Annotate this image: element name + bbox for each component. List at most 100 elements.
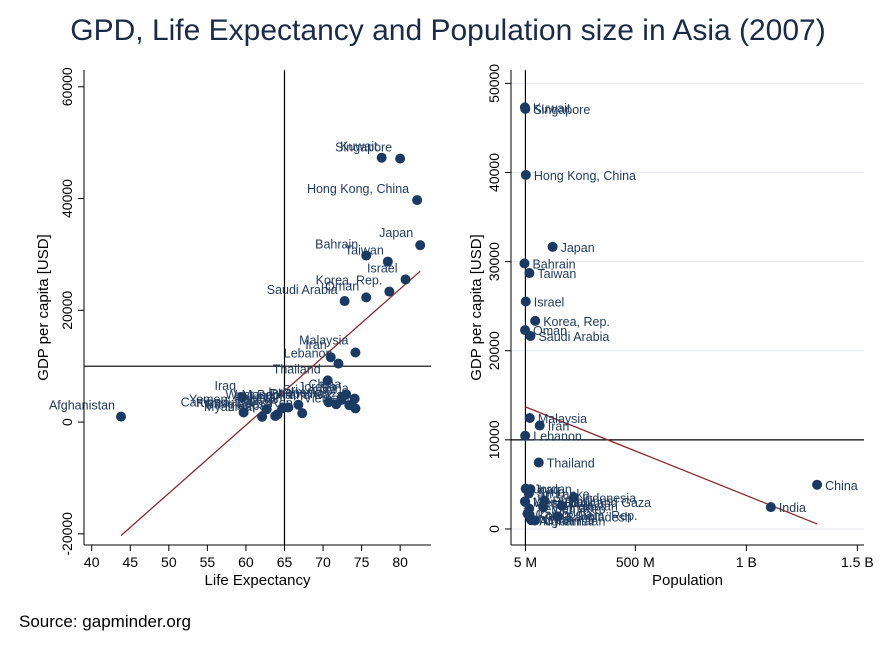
left-data-point	[270, 410, 281, 421]
left-fitted-line	[120, 270, 421, 536]
left-point-label: Iran	[305, 338, 327, 352]
left-point-label: Lebanon	[284, 347, 333, 361]
left-data-point	[116, 411, 127, 422]
left-data-point	[415, 240, 426, 251]
right-point-label: Cambodia	[535, 508, 592, 522]
left-x-tick-label: 55	[200, 554, 216, 570]
right-point-label: Afghanistan	[539, 514, 605, 528]
left-data-point	[339, 296, 350, 307]
left-x-tick-label: 80	[392, 554, 408, 570]
right-data-point	[519, 258, 530, 269]
left-x-tick-label: 50	[161, 554, 177, 570]
left-point-label: Japan	[379, 226, 413, 240]
right-data-point	[523, 488, 534, 499]
right-point-label: Nepal	[539, 513, 572, 527]
right-point-label: Pakistan	[570, 500, 618, 514]
right-data-point	[812, 479, 823, 490]
source-note: Source: gapminder.org	[19, 612, 191, 631]
left-panel-life-expectancy: 40 45 50 55 60 65 70 75 80 -20000 0 20000 40000 60000…	[35, 67, 431, 589]
left-data-point	[344, 400, 355, 411]
left-data-point	[261, 404, 272, 415]
left-point-label: Yemen, Rep.	[189, 392, 261, 406]
left-x-tick-label: 60	[238, 554, 254, 570]
left-point-label: Bangladesh	[206, 397, 272, 411]
right-point-label: Singapore	[533, 103, 590, 117]
left-data-point	[336, 394, 347, 405]
left-y-tick-label: 0	[59, 418, 75, 426]
right-point-label: Myanmar	[543, 515, 595, 529]
right-data-point	[533, 457, 544, 468]
left-point-label: Nepal	[237, 399, 270, 413]
left-y-axis-title: GDP per capita [USD]	[35, 234, 52, 380]
right-point-label: Korea, Rep.	[543, 315, 610, 329]
right-point-label: China	[825, 479, 858, 493]
right-point-label: Oman	[533, 324, 567, 338]
right-data-point	[520, 103, 531, 114]
left-data-point	[412, 195, 423, 206]
left-point-label: Oman	[325, 279, 359, 293]
right-point-label: Philippines	[553, 495, 613, 509]
right-y-axis-title: GDP per capita [USD]	[468, 234, 485, 380]
left-point-label: Taiwan	[345, 244, 384, 258]
right-data-point	[520, 430, 531, 441]
right-point-label: Hong Kong, China	[534, 169, 636, 183]
left-point-label: Thailand	[273, 362, 321, 376]
left-data-point	[376, 152, 387, 163]
left-data-point	[238, 407, 249, 418]
left-data-point	[333, 358, 344, 369]
right-data-point	[524, 412, 535, 423]
left-point-label: Malaysia	[299, 333, 348, 347]
right-x-tick-label: 500 M	[616, 554, 655, 570]
left-y-tick-label: 40000	[59, 179, 75, 218]
left-data-point	[395, 153, 406, 164]
left-point-label: Saudi Arabia	[267, 283, 338, 297]
right-point-label: India	[779, 501, 806, 515]
left-point-label: Indonesia	[268, 385, 322, 399]
right-data-point	[547, 241, 558, 252]
left-point-label: India	[249, 391, 276, 405]
right-point-label: Korea, Dem. Rep.	[537, 509, 637, 523]
right-x-tick-label: 1.5 B	[841, 554, 874, 570]
right-data-point	[552, 511, 563, 522]
left-point-label: Myanmar	[204, 400, 256, 414]
chart-title: GPD, Life Expectancy and Population size…	[70, 14, 826, 47]
right-data-point	[534, 420, 545, 431]
left-data-point	[297, 408, 308, 419]
left-point-label: Singapore	[335, 141, 392, 155]
left-data-point	[361, 292, 372, 303]
left-y-tick-label: 60000	[59, 67, 75, 106]
right-data-point	[520, 296, 531, 307]
right-point-label: Bangladesh	[566, 511, 632, 525]
left-point-label: Vietnam	[304, 391, 350, 405]
left-point-label: Iraq	[215, 379, 237, 393]
right-point-label: Malaysia	[538, 412, 587, 426]
right-data-point	[524, 268, 535, 279]
right-point-label: Saudi Arabia	[538, 330, 609, 344]
left-data-point	[322, 375, 333, 386]
right-point-label: Thailand	[547, 456, 595, 470]
right-point-label: Lebanon	[533, 430, 582, 444]
right-data-point	[568, 492, 579, 503]
right-data-point	[538, 502, 549, 513]
left-point-label: Afghanistan	[49, 399, 115, 413]
left-y-tick-label: 20000	[59, 291, 75, 330]
right-data-point	[530, 315, 541, 326]
left-x-tick-label: 45	[122, 554, 138, 570]
right-point-label: Indonesia	[582, 491, 636, 505]
right-y-tick-label: 30000	[486, 242, 502, 281]
left-point-label: Philippines	[270, 387, 330, 401]
left-x-axis-title: Life Expectancy	[205, 572, 311, 589]
left-data-point	[237, 392, 248, 403]
right-point-label: Taiwan	[537, 267, 576, 281]
right-y-tick-label: 10000	[486, 420, 502, 459]
right-x-tick-label: 1 B	[736, 554, 757, 570]
left-data-point	[323, 397, 334, 408]
left-point-label: Korea, Rep.	[316, 274, 383, 288]
right-point-label: Japan	[561, 241, 595, 255]
right-y-tick-label: 50000	[486, 64, 502, 103]
left-data-point	[283, 402, 294, 413]
left-point-label: West Bank and Gaza	[225, 388, 343, 402]
right-point-label: Israel	[534, 296, 565, 310]
left-point-label: Bahrain	[315, 238, 358, 252]
